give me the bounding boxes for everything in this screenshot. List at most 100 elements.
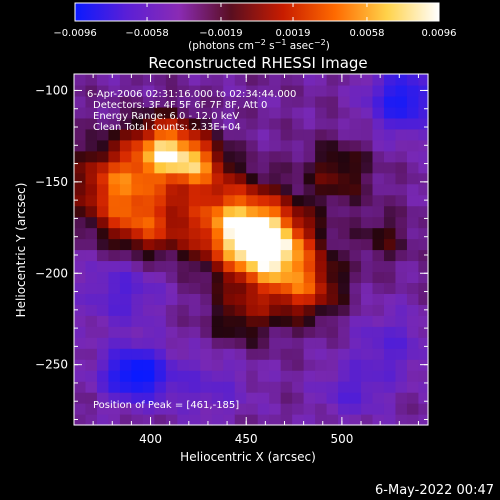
heatmap-cell <box>85 74 98 86</box>
heatmap-cell <box>131 359 144 371</box>
heatmap-cell <box>292 161 305 174</box>
heatmap-cell <box>280 370 293 382</box>
heatmap-cell <box>165 117 178 130</box>
heatmap-cell <box>108 183 121 196</box>
heatmap-cell <box>85 293 98 305</box>
heatmap-cell <box>223 414 236 426</box>
heatmap-cell <box>165 238 178 251</box>
heatmap-cell <box>338 216 351 229</box>
heatmap-cell <box>269 392 282 404</box>
heatmap-cell <box>292 282 305 294</box>
heatmap-cell <box>165 172 178 185</box>
heatmap-cell <box>234 414 247 426</box>
heatmap-cell <box>96 95 110 108</box>
heatmap-cell <box>269 381 282 393</box>
heatmap-cell <box>108 216 121 229</box>
heatmap-cell <box>326 139 339 152</box>
heatmap-cell <box>395 106 408 119</box>
heatmap-cell <box>211 282 224 294</box>
heatmap-cell <box>85 128 98 141</box>
heatmap-cell <box>74 293 87 305</box>
heatmap-cell <box>234 161 247 174</box>
heatmap-cell <box>177 348 190 360</box>
heatmap-cell <box>338 359 351 371</box>
heatmap-cell <box>246 304 259 316</box>
heatmap-cell <box>303 326 316 338</box>
heatmap-cell <box>338 139 351 152</box>
heatmap-cell <box>303 392 316 404</box>
heatmap-cell <box>372 348 385 360</box>
heatmap-cell <box>74 106 87 119</box>
heatmap-cell <box>303 315 316 327</box>
heatmap-cell <box>211 337 224 349</box>
heatmap-cell <box>131 282 144 294</box>
heatmap-cell <box>406 260 420 273</box>
heatmap-cell <box>108 95 121 108</box>
heatmap-cell <box>211 84 224 97</box>
heatmap-cell <box>154 271 167 284</box>
heatmap-cell <box>338 392 351 404</box>
heatmap-cell <box>165 194 178 207</box>
heatmap-cell <box>211 370 224 382</box>
heatmap-cell <box>108 381 121 393</box>
heatmap-cell <box>85 260 98 273</box>
heatmap-cell <box>74 381 87 393</box>
heatmap-cell <box>361 326 374 338</box>
heatmap-cell <box>349 161 362 174</box>
heatmap-cell <box>96 227 110 240</box>
heatmap-cell <box>257 194 270 207</box>
heatmap-cell <box>349 326 362 338</box>
heatmap-cell <box>108 238 121 251</box>
heatmap-cell <box>418 381 429 393</box>
heatmap-cell <box>349 194 362 207</box>
heatmap-cell <box>165 370 178 382</box>
heatmap-cell <box>119 414 132 426</box>
heatmap-cell <box>406 74 420 86</box>
annotation-clean-counts: Clean Total counts: 2.33E+04 <box>93 122 241 133</box>
heatmap-cell <box>257 337 270 349</box>
heatmap-cell <box>361 194 374 207</box>
heatmap-cell <box>292 95 305 108</box>
y-tick-label: −250 <box>35 358 68 372</box>
heatmap-cell <box>303 205 316 218</box>
heatmap-cell <box>338 74 351 86</box>
heatmap-cell <box>418 183 429 196</box>
heatmap-cell <box>349 348 362 360</box>
heatmap-cell <box>165 161 178 174</box>
heatmap-cell <box>383 95 397 108</box>
heatmap-cell <box>85 304 98 316</box>
heatmap-cell <box>131 128 144 141</box>
x-tick-label: 400 <box>139 432 162 446</box>
heatmap-cell <box>418 106 429 119</box>
heatmap-cell <box>292 74 305 86</box>
heatmap-cell <box>383 84 397 97</box>
heatmap-cell <box>406 337 420 349</box>
heatmap-cell <box>85 194 98 207</box>
heatmap-cell <box>188 337 201 349</box>
heatmap-cell <box>269 227 282 240</box>
heatmap-cell <box>154 381 167 393</box>
heatmap-cell <box>188 216 201 229</box>
heatmap-cell <box>383 150 397 163</box>
heatmap-cell <box>246 106 259 119</box>
heatmap-cell <box>234 315 247 327</box>
heatmap-cell <box>406 238 420 251</box>
heatmap-cell <box>234 348 247 360</box>
heatmap-cell <box>74 216 87 229</box>
heatmap-cell <box>383 403 397 415</box>
heatmap-cell <box>338 128 351 141</box>
heatmap-cell <box>96 139 110 152</box>
heatmap-cell <box>85 326 98 338</box>
heatmap-cell <box>211 238 224 251</box>
heatmap-cell <box>418 271 429 284</box>
heatmap-cell <box>303 282 316 294</box>
heatmap-cell <box>418 348 429 360</box>
heatmap-cell <box>211 304 224 316</box>
heatmap-cell <box>315 271 328 284</box>
heatmap-cell <box>406 392 420 404</box>
heatmap-cell <box>246 392 259 404</box>
heatmap-cell <box>418 216 429 229</box>
heatmap-cell <box>361 381 374 393</box>
heatmap-cell <box>108 282 121 294</box>
heatmap-cell <box>246 227 259 240</box>
